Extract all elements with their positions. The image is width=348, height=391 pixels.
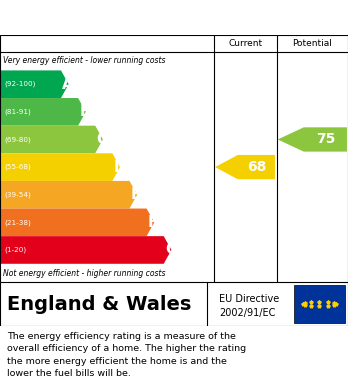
Text: Energy Efficiency Rating: Energy Efficiency Rating	[10, 9, 239, 27]
Text: (81-91): (81-91)	[4, 109, 31, 115]
Text: B: B	[79, 104, 91, 119]
Text: A: A	[62, 77, 74, 92]
Polygon shape	[0, 236, 171, 264]
Text: 75: 75	[316, 133, 335, 147]
Polygon shape	[0, 126, 103, 153]
Text: Current: Current	[228, 39, 262, 48]
Polygon shape	[0, 70, 69, 98]
Text: G: G	[165, 242, 177, 257]
Text: D: D	[113, 160, 126, 175]
Text: 2002/91/EC: 2002/91/EC	[219, 308, 276, 318]
Bar	[294, 285, 345, 323]
Text: The energy efficiency rating is a measure of the
overall efficiency of a home. T: The energy efficiency rating is a measur…	[7, 332, 246, 378]
Text: F: F	[148, 215, 158, 230]
Polygon shape	[215, 155, 275, 179]
Text: (69-80): (69-80)	[4, 136, 31, 143]
Text: (55-68): (55-68)	[4, 164, 31, 170]
Polygon shape	[278, 127, 347, 152]
Text: Not energy efficient - higher running costs: Not energy efficient - higher running co…	[3, 269, 166, 278]
Text: (1-20): (1-20)	[4, 247, 26, 253]
Polygon shape	[0, 181, 137, 208]
Text: E: E	[130, 187, 141, 202]
Polygon shape	[0, 153, 120, 181]
Polygon shape	[0, 208, 154, 236]
Text: Very energy efficient - lower running costs: Very energy efficient - lower running co…	[3, 56, 166, 65]
Text: Potential: Potential	[292, 39, 332, 48]
Text: 68: 68	[247, 160, 266, 174]
Text: EU Directive: EU Directive	[219, 294, 279, 303]
Text: C: C	[96, 132, 108, 147]
Text: (39-54): (39-54)	[4, 192, 31, 198]
Text: England & Wales: England & Wales	[7, 294, 191, 314]
Polygon shape	[0, 98, 86, 126]
Text: (21-38): (21-38)	[4, 219, 31, 226]
Text: (92-100): (92-100)	[4, 81, 35, 88]
